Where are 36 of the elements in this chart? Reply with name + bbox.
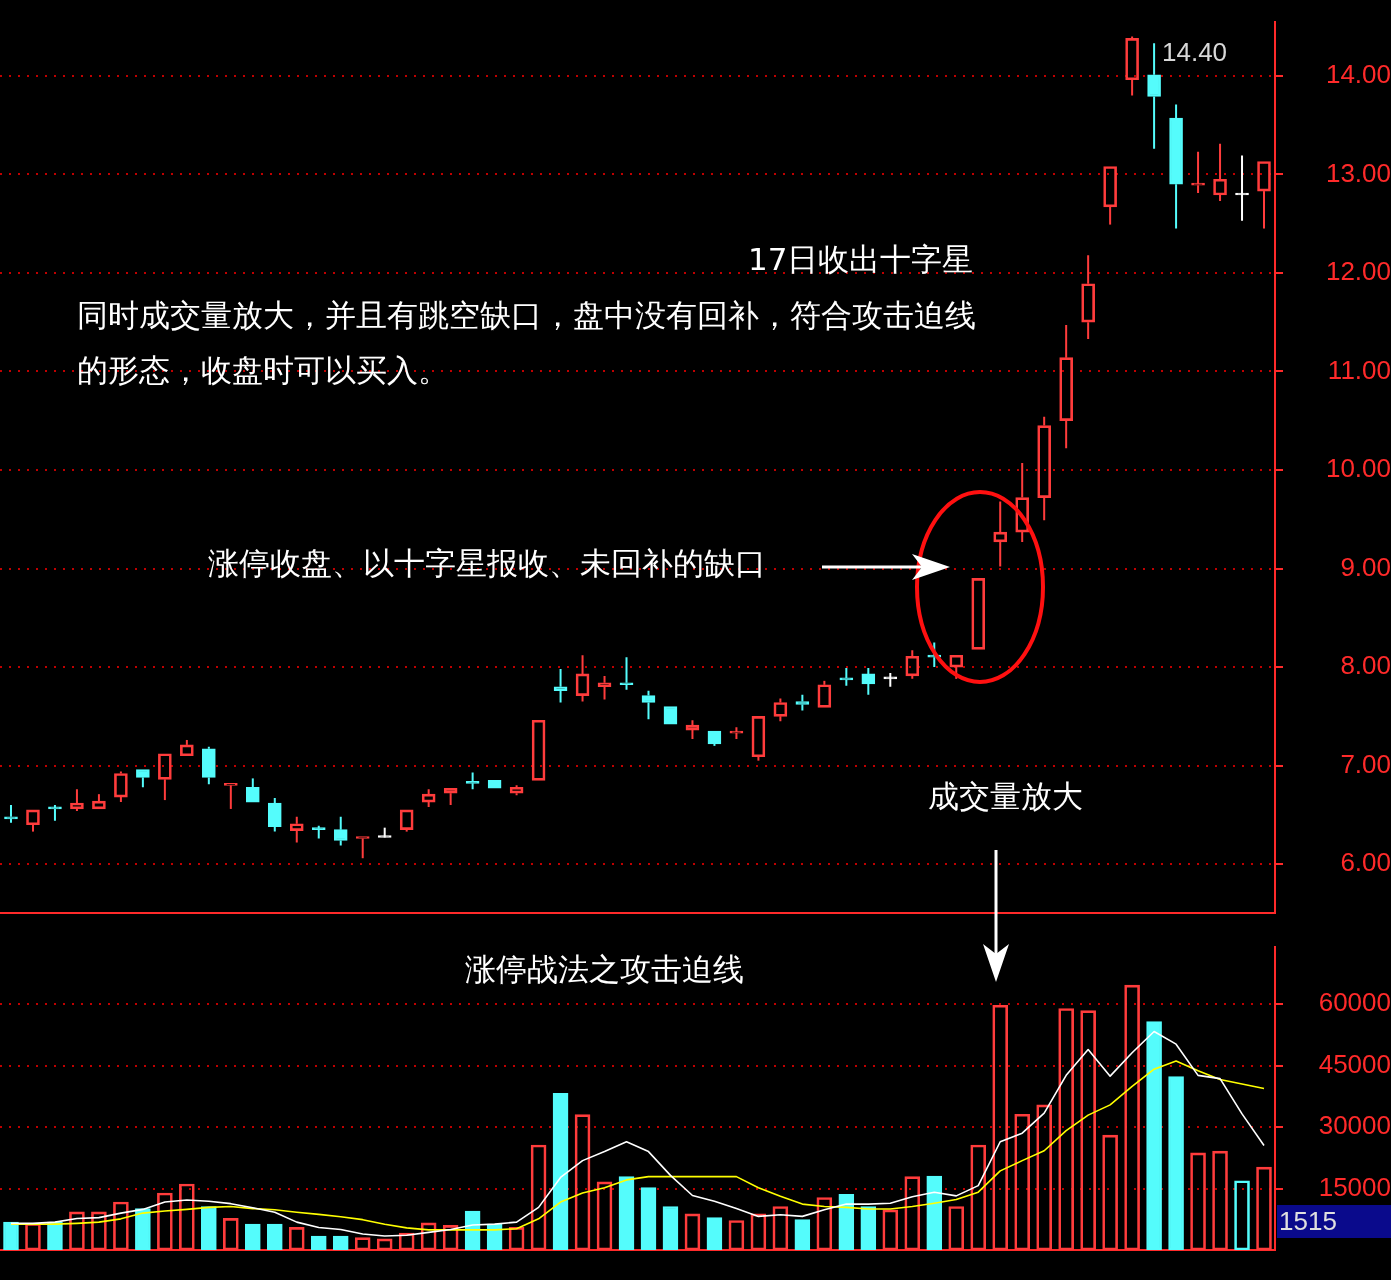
candlestick [1169,103,1183,230]
y-tick-label: 45000 [1318,1048,1391,1079]
y-tick-label: 14.00 [1325,58,1391,89]
text: 1515 [1277,1205,1391,1238]
candlestick [641,689,656,721]
y-tick-label: 11.00 [1327,354,1391,385]
candlestick [861,667,876,696]
candlestick [245,777,260,803]
candlestick [267,797,282,833]
candlestick [136,769,150,789]
y-tick-label: 12.00 [1325,256,1391,287]
candlestick [377,826,392,839]
candlestick [202,745,216,786]
annotation: 17日收出十字星 [748,240,974,279]
y-tick-label: 15000 [1318,1171,1391,1202]
y-tick-label: 6.00 [1340,847,1391,878]
candlestick [4,804,18,824]
y-tick-label: 10.00 [1325,453,1391,484]
y-tick-label: 9.00 [1340,551,1391,582]
candlestick [553,668,568,704]
candlestick [465,771,480,791]
candlestick [311,824,326,840]
annotation: 成交量放大 [928,777,1083,816]
y-tick-label: 60000 [1318,987,1391,1018]
candlestick [619,656,634,691]
candlestick [1147,42,1161,150]
candlestick [333,815,348,847]
y-tick-label: 8.00 [1340,650,1391,681]
candlestick [487,780,502,789]
annotation: 同时成交量放大，并且有跳空缺口，盘中没有回补，符合攻击迫线的形态，收盘时可以买入。 [77,296,977,390]
y-tick-label: 13.00 [1325,157,1391,188]
annotation: 涨停收盘、以十字星报收、未回补的缺口 [208,544,766,583]
y-tick-label: 7.00 [1340,748,1391,779]
y-tick-label: 30000 [1318,1110,1391,1141]
annotation: 14.40 [1162,36,1228,69]
chart-title: 涨停战法之攻击迫线 [465,950,744,989]
